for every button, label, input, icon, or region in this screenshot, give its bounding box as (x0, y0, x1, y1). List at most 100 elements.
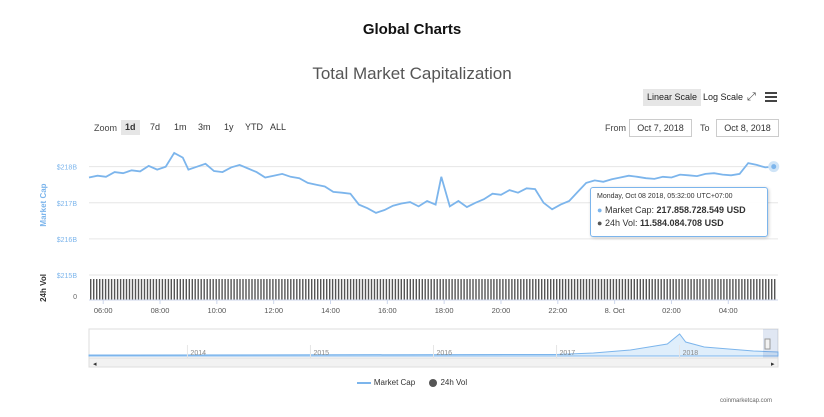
legend-vol-label: 24h Vol (440, 378, 468, 387)
volume-bar (594, 279, 597, 300)
scroll-right-icon[interactable]: ▸ (771, 361, 775, 368)
tooltip-vol: ● 24h Vol: 11.584.084.708 USD (597, 218, 724, 228)
navigator-label: 2015 (313, 350, 329, 357)
volume-bar (230, 279, 232, 300)
zoom-ytd-button[interactable]: YTD (245, 122, 263, 132)
legend-market-cap[interactable]: Market Cap (356, 378, 415, 387)
volume-bar (556, 279, 558, 300)
x-tick-label: 06:00 (94, 306, 113, 315)
volume-bar (588, 279, 591, 300)
hamburger-menu-icon[interactable] (765, 92, 777, 104)
zoom-all-button[interactable]: ALL (270, 122, 287, 132)
volume-bar (460, 279, 462, 300)
volume-bar (430, 279, 432, 300)
volume-bar (424, 279, 426, 300)
x-tick-label: 02:00 (662, 306, 681, 315)
log-scale-button[interactable]: Log Scale (703, 92, 744, 102)
volume-bar (690, 279, 692, 300)
navigator-handle[interactable] (764, 338, 771, 350)
legend-vol[interactable]: 24h Vol (429, 378, 467, 387)
volume-bar (224, 279, 226, 300)
volume-bar (287, 279, 289, 300)
zoom-3m-button[interactable]: 3m (198, 122, 211, 132)
volume-bar (379, 279, 382, 300)
zoom-1y-button[interactable]: 1y (224, 122, 234, 132)
volume-bar (520, 279, 522, 300)
volume-bar (771, 279, 773, 300)
volume-bar (107, 279, 110, 300)
navigator-scrollbar[interactable] (88, 357, 779, 368)
fullscreen-icon[interactable]: ⤢ (747, 91, 756, 103)
volume-bar (508, 279, 510, 300)
volume-bar (750, 279, 752, 300)
volume-bar (215, 279, 217, 300)
volume-bar (239, 279, 241, 300)
volume-bar (729, 279, 731, 300)
volume-bar (385, 279, 388, 300)
volume-bar (418, 279, 420, 300)
volume-bar (376, 279, 379, 300)
volume-bar (747, 279, 749, 300)
volume-bar (481, 279, 483, 300)
volume-bar (663, 279, 665, 300)
volume-bar (296, 279, 298, 300)
volume-bar (651, 279, 653, 300)
y-tick-label: $216B (57, 237, 78, 244)
volume-bar (388, 279, 391, 300)
volume-bar (242, 279, 244, 300)
volume-bar (93, 279, 95, 300)
volume-bar (606, 279, 609, 300)
volume-bar (561, 279, 564, 300)
volume-bar (735, 279, 737, 300)
volume-bar (744, 279, 746, 300)
volume-bar (397, 279, 400, 300)
volume-bar (726, 279, 728, 300)
volume-bar (648, 279, 650, 300)
volume-bar (603, 279, 606, 300)
volume-bar (400, 279, 402, 300)
volume-bar (705, 279, 707, 300)
zoom-1d-button[interactable]: 1d (121, 120, 140, 135)
volume-bar (618, 279, 621, 300)
volume-bar (469, 279, 471, 300)
volume-bar (182, 279, 184, 300)
volume-bar (463, 279, 465, 300)
volume-bar (535, 279, 537, 300)
volume-bar (284, 279, 286, 300)
volume-bar (317, 279, 319, 300)
volume-bar (702, 279, 704, 300)
volume-bar (645, 279, 647, 300)
volume-bar (191, 279, 193, 300)
volume-bar (427, 279, 429, 300)
x-tick-label: 18:00 (435, 306, 454, 315)
linear-scale-button[interactable]: Linear Scale (643, 89, 702, 106)
vol-ytick-label: 0 (73, 294, 77, 301)
zoom-1m-button[interactable]: 1m (174, 122, 187, 132)
scroll-left-icon[interactable]: ◂ (93, 361, 97, 368)
volume-bar (96, 279, 98, 300)
volume-bar (305, 279, 307, 300)
volume-bar (340, 279, 343, 300)
volume-bar (263, 279, 265, 300)
volume-bar (493, 279, 495, 300)
credits-link[interactable]: coinmarketcap.com (720, 398, 773, 404)
navigator[interactable]: 2014 2015 2016 2017 2018 ◂ ▸ (88, 328, 779, 368)
volume-bar (364, 279, 367, 300)
volume-bar (412, 279, 414, 300)
volume-bar (131, 279, 134, 300)
volume-bar (302, 279, 304, 300)
to-label: To (700, 123, 710, 133)
zoom-7d-button[interactable]: 7d (150, 122, 161, 132)
volume-bar (314, 279, 316, 300)
volume-bar (720, 279, 722, 300)
from-date-input[interactable]: Oct 7, 2018 (629, 119, 692, 137)
volume-bar (134, 279, 137, 300)
volume-bar (209, 279, 211, 300)
volume-bar (245, 279, 247, 300)
volume-bar (753, 279, 755, 300)
volume-bar (140, 279, 143, 300)
to-date-input[interactable]: Oct 8, 2018 (716, 119, 779, 137)
volume-bar (708, 279, 710, 300)
zoom-label: Zoom (94, 123, 118, 133)
